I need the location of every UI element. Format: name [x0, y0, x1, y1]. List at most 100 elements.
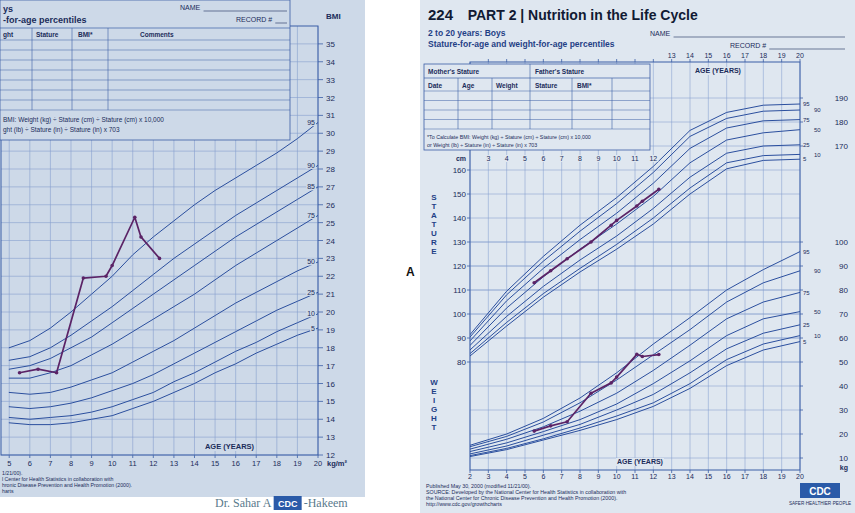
tick-mark	[467, 170, 470, 171]
percentile-label: 90	[307, 162, 315, 169]
letter: E	[431, 387, 437, 396]
tick-mark	[318, 169, 323, 170]
tick-label: 90	[839, 262, 848, 271]
tick-label: 16	[723, 473, 731, 480]
grid-line	[1, 276, 318, 277]
percentile-label: 95	[307, 119, 315, 126]
tick-label: 19	[778, 473, 786, 480]
percentile-label: 50	[814, 309, 821, 315]
tick-label: 18	[326, 344, 335, 353]
percentile-curve	[9, 187, 318, 369]
tick-label: 10	[839, 454, 848, 463]
patient-point	[532, 281, 536, 285]
tick-mark	[318, 186, 323, 187]
tick-label: 60	[839, 334, 848, 343]
tick-label: 7	[560, 155, 564, 162]
record-table: ys-for-age percentilesNAMERECORD #ghtSta…	[0, 0, 290, 140]
label-patch	[204, 442, 256, 451]
percentile-curve	[470, 159, 800, 356]
grid-line	[1, 169, 318, 170]
tick-label: 30	[326, 129, 335, 138]
tick-label: 11	[631, 155, 638, 162]
tick-mark	[318, 437, 323, 438]
tick-label: 100	[453, 310, 467, 319]
watermark-text: -Hakeem	[304, 496, 349, 510]
tick-label: 80	[839, 286, 848, 295]
tick-label: 29	[326, 147, 335, 156]
patient-point	[589, 240, 593, 244]
tick-label: 5	[523, 473, 527, 480]
label-patch	[612, 155, 622, 162]
tick-mark	[318, 401, 323, 402]
tick-label: 23	[326, 254, 335, 263]
chart-name: Stature-for-age and weight-for-age perce…	[428, 39, 615, 49]
watermark-text: Dr. Sahar A	[215, 496, 272, 510]
tick-mark	[467, 314, 470, 315]
tick-label: 13	[668, 52, 676, 59]
label-patch	[306, 289, 316, 296]
label: RECORD #	[730, 42, 766, 49]
tick-label: 14	[190, 459, 198, 468]
patient-point	[635, 353, 639, 357]
table-rule	[424, 119, 650, 120]
table-top-head: Father's Stature	[535, 68, 585, 75]
table-rule	[612, 78, 613, 129]
patient-line	[534, 354, 659, 431]
logo-box	[274, 496, 302, 510]
table-rule	[0, 60, 290, 61]
tick-label: 150	[453, 190, 467, 199]
formula: *To Calculate BMI: Weight (kg) ÷ Stature…	[427, 134, 591, 140]
column-head: BMI*	[577, 82, 592, 89]
tick-label: 17	[741, 473, 749, 480]
subtitle: 2 to 20 years: Boys	[428, 28, 506, 38]
table-rule	[530, 78, 531, 129]
grid-line	[470, 170, 800, 171]
grid-line	[1, 186, 318, 187]
tick-label: 15	[326, 397, 335, 406]
record-table: Mother's StatureFather's StatureDateAgeW…	[424, 64, 650, 150]
label-patch	[306, 212, 316, 219]
right-panel: 224PART 2 | Nutrition in the Life Cycle2…	[406, 0, 855, 513]
record-rule	[275, 23, 287, 24]
tick-label: 7	[48, 459, 52, 468]
patient-point	[18, 371, 22, 375]
tick-label: 8	[578, 155, 582, 162]
tick-label: 24	[326, 237, 335, 246]
tick-mark	[318, 455, 323, 456]
tick-label: 11	[631, 473, 638, 480]
percentile-label: 85	[307, 183, 315, 190]
tick-label: 190	[835, 94, 849, 103]
letter: A	[431, 211, 437, 220]
tick-label: 90	[457, 334, 466, 343]
patient-point	[549, 269, 553, 273]
tick-label: 13	[668, 473, 676, 480]
tick-label: 80	[457, 358, 466, 367]
percentile-label: 95	[803, 249, 810, 255]
label-patch	[577, 155, 583, 162]
tick-label: 12	[649, 473, 657, 480]
tick-label: 20	[839, 430, 848, 439]
tick-label: 20	[796, 52, 804, 59]
patient-point	[641, 355, 645, 359]
grid-line	[470, 362, 800, 363]
label-patch	[306, 162, 316, 169]
tick-mark	[318, 258, 323, 259]
percentile-labels: 959085755025105	[306, 119, 316, 332]
table-rule	[72, 28, 73, 110]
tick-label: 160	[453, 166, 467, 175]
tick-label: 28	[326, 165, 335, 174]
tick-label: 18	[759, 473, 767, 480]
table-rule	[0, 110, 290, 111]
tick-mark	[467, 290, 470, 291]
tick-label: 8	[578, 473, 582, 480]
tick-label: 16	[326, 380, 335, 389]
letter: E	[431, 247, 437, 256]
table-rule	[572, 78, 573, 129]
label-patch	[485, 155, 491, 162]
tick-label: 25	[326, 219, 335, 228]
tick-label: 18	[273, 459, 281, 468]
tick-label: 14	[686, 52, 694, 59]
patient-point	[609, 381, 613, 385]
label-patch	[306, 183, 316, 190]
grid-line	[1, 222, 318, 223]
